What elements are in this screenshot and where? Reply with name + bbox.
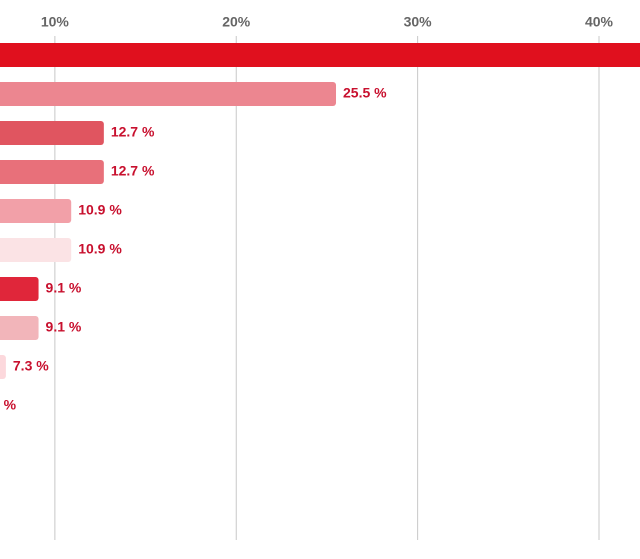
bar	[0, 43, 640, 67]
value-label: 5.5 %	[0, 397, 17, 413]
x-tick-label: 30%	[404, 14, 433, 30]
x-tick-label: 10%	[41, 14, 70, 30]
bar	[0, 316, 39, 340]
value-label: 12.7 %	[111, 124, 155, 140]
bar	[0, 121, 104, 145]
bar	[0, 238, 72, 262]
bar	[0, 355, 6, 379]
bar	[0, 160, 104, 184]
value-label: 10.9 %	[78, 241, 122, 257]
value-label: 10.9 %	[78, 202, 122, 218]
x-tick-label: 40%	[585, 14, 614, 30]
value-label: 9.1 %	[46, 319, 82, 335]
value-label: 25.5 %	[343, 85, 387, 101]
x-tick-label: 20%	[222, 14, 251, 30]
bar	[0, 82, 337, 106]
value-label: 12.7 %	[111, 163, 155, 179]
bar	[0, 277, 39, 301]
value-label: 9.1 %	[46, 280, 82, 296]
bar	[0, 199, 72, 223]
value-label: 7.3 %	[13, 358, 49, 374]
